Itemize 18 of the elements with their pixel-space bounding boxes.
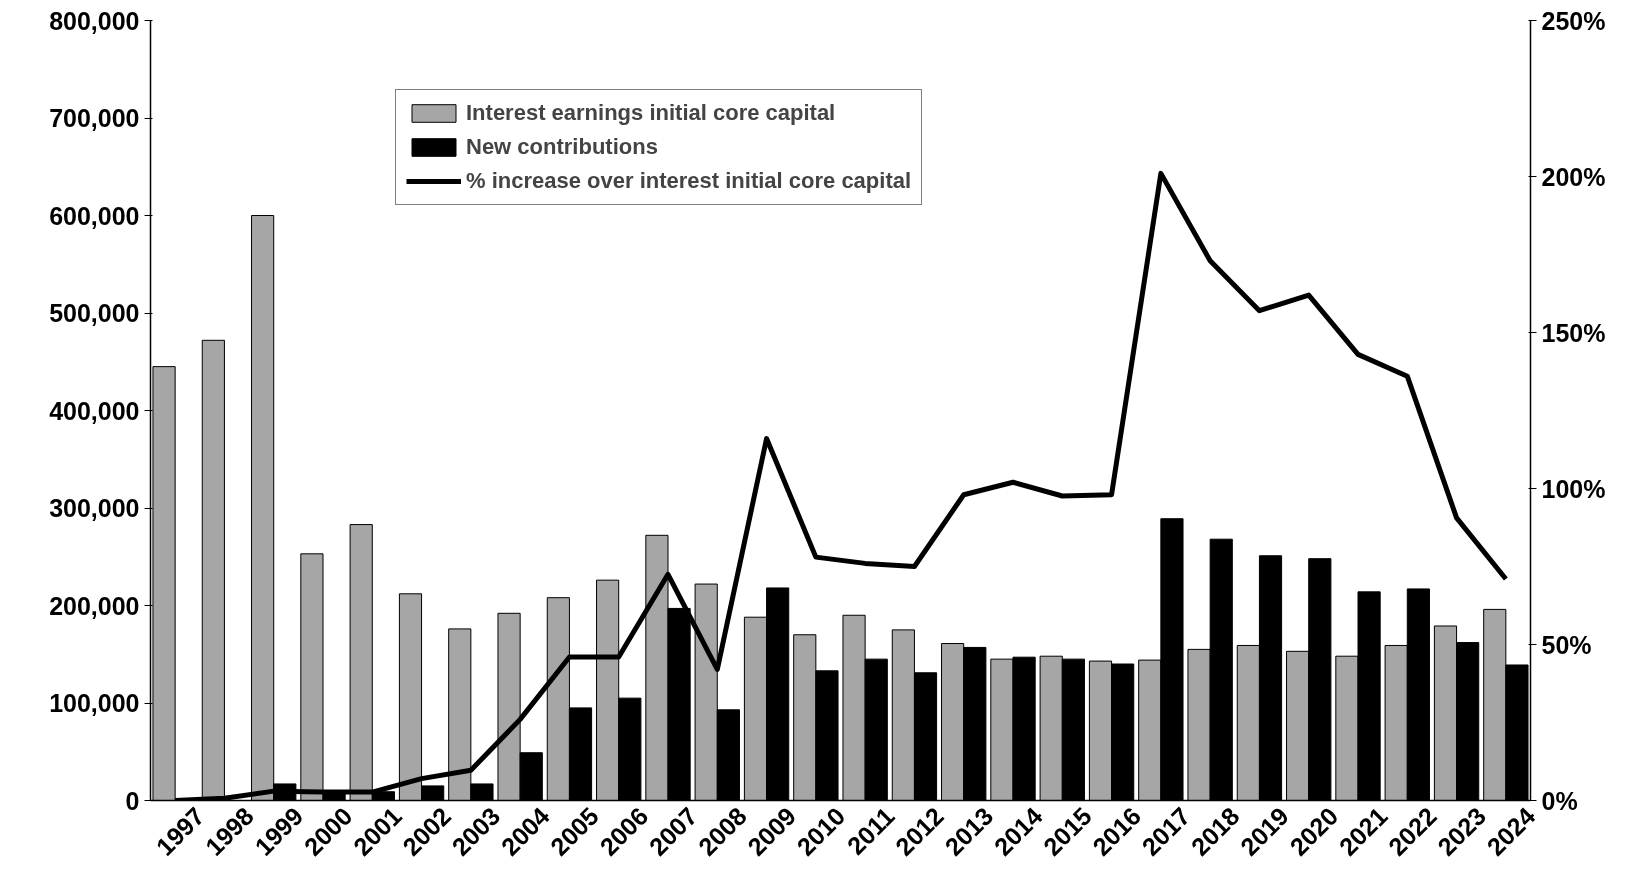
y-tick-label: 600,000 <box>49 201 140 230</box>
y2-tick-label: 150% <box>1541 318 1606 347</box>
y-tick-label: 500,000 <box>49 299 140 327</box>
y2-tick-label: 50% <box>1541 630 1592 659</box>
y-tick-label: 700,000 <box>49 104 140 132</box>
legend-label: % increase over interest initial core capital <box>466 168 912 194</box>
y-tick-label: 100,000 <box>49 689 140 717</box>
y-tick-label: 800,000 <box>49 6 140 35</box>
y2-tick-label: 250% <box>1541 6 1606 35</box>
y-tick-label: 400,000 <box>49 396 140 425</box>
y-tick-label: 300,000 <box>49 494 140 522</box>
y2-tick-label: 100% <box>1541 474 1606 503</box>
y2-tick-label: 0% <box>1541 786 1578 815</box>
legend-label: New contributions <box>466 134 658 160</box>
y-tick-label: 200,000 <box>49 591 140 620</box>
legend-label: Interest earnings initial core capital <box>466 100 836 126</box>
y2-tick-label: 200% <box>1541 162 1606 191</box>
y-tick-label: 0 <box>125 786 140 815</box>
